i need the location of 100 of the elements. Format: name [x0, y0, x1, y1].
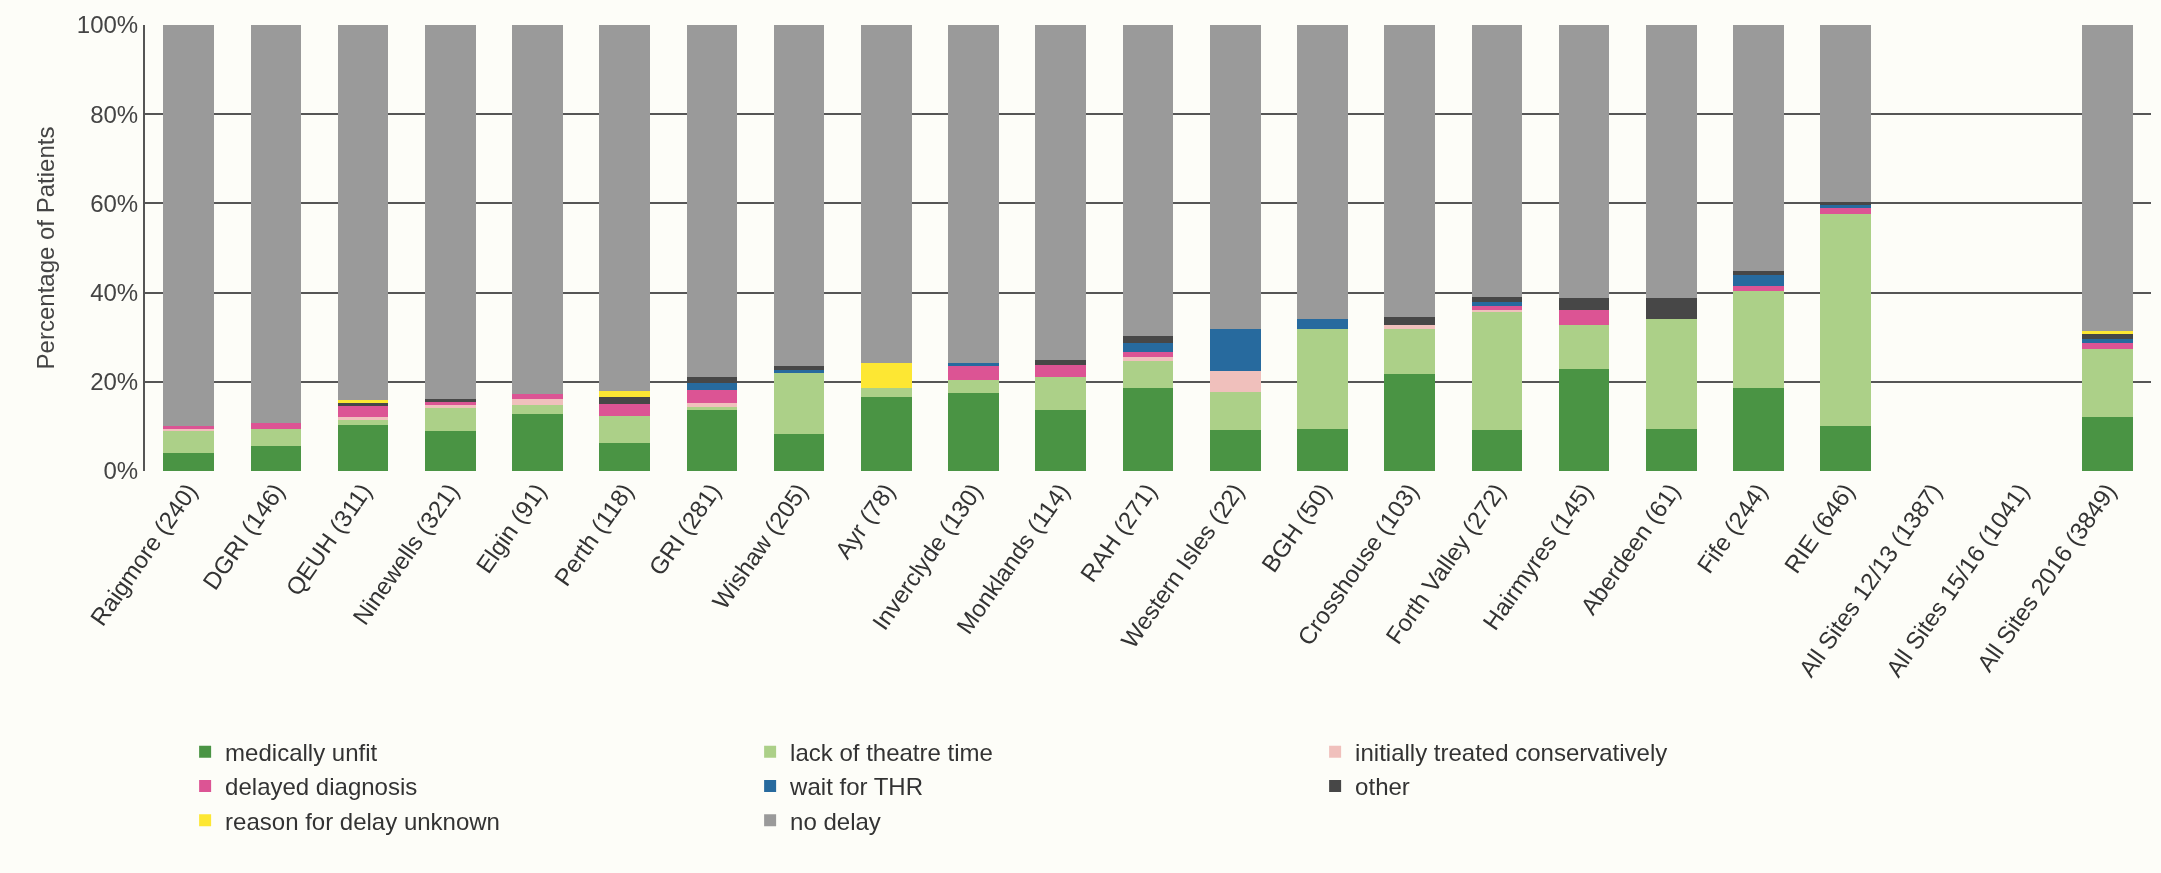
bar	[2082, 416, 2133, 471]
bar	[1820, 213, 1872, 426]
bar	[424, 404, 476, 409]
bar	[2082, 334, 2133, 339]
bar	[163, 430, 214, 454]
bar	[2082, 25, 2133, 332]
bar	[1558, 297, 1610, 310]
bar	[686, 403, 738, 408]
bar	[424, 430, 476, 471]
bar	[861, 388, 912, 397]
bar	[686, 25, 738, 377]
legend-label: delayed diagnosis	[225, 773, 418, 801]
bar	[337, 425, 389, 471]
legend-label: reason for delay unknown	[225, 807, 500, 835]
bar	[773, 370, 825, 374]
bar	[1297, 428, 1348, 471]
bar	[424, 408, 476, 431]
bar	[1646, 25, 1697, 298]
bar	[337, 419, 389, 426]
bar	[686, 382, 738, 390]
bar	[686, 409, 738, 471]
legend-label: initially treated conservatively	[1355, 739, 1668, 767]
bar	[1471, 312, 1523, 431]
bar	[599, 396, 650, 404]
legend-label: lack of theatre time	[790, 739, 993, 767]
bar	[1297, 318, 1348, 330]
bar	[2082, 343, 2133, 349]
bar	[1035, 376, 1087, 410]
bar	[948, 379, 999, 393]
bar	[1733, 388, 1784, 471]
bar	[1035, 25, 1087, 360]
bar	[163, 453, 214, 471]
bar	[948, 365, 999, 380]
bar	[2082, 338, 2133, 343]
y-tick-label: 60%	[90, 189, 139, 217]
bar	[1558, 325, 1610, 369]
bar	[337, 417, 389, 420]
y-tick-label: 40%	[90, 279, 139, 306]
bar	[773, 433, 825, 471]
bar	[337, 399, 389, 403]
bar	[1035, 409, 1087, 471]
bar	[512, 25, 563, 394]
bar	[1297, 329, 1348, 429]
bar	[337, 406, 389, 418]
bar	[1733, 25, 1784, 271]
bar	[1471, 25, 1523, 298]
bar	[1820, 25, 1872, 202]
bar	[424, 25, 476, 400]
bar	[337, 25, 389, 400]
y-tick-label: 0%	[103, 457, 139, 485]
bar	[1209, 370, 1261, 392]
bar	[1122, 25, 1174, 337]
bar	[1558, 368, 1610, 471]
legend-label: no delay	[790, 807, 881, 835]
bar	[1733, 290, 1784, 389]
bar	[1384, 329, 1435, 374]
bar	[1733, 275, 1784, 287]
bar	[250, 428, 302, 446]
bar	[686, 389, 738, 404]
bar	[1297, 25, 1348, 319]
bar	[1471, 305, 1523, 310]
bar	[599, 442, 650, 471]
bar	[1820, 207, 1872, 214]
bar	[250, 445, 302, 471]
bar	[1646, 319, 1697, 429]
bar	[250, 25, 302, 423]
bar	[861, 362, 912, 389]
bar	[512, 399, 563, 406]
bar	[1122, 361, 1174, 389]
bar	[1122, 388, 1174, 471]
bar	[1558, 309, 1610, 326]
bar	[1820, 205, 1872, 208]
bar	[1646, 297, 1697, 320]
bar	[1820, 425, 1872, 471]
bar	[1035, 359, 1087, 365]
bar	[512, 413, 563, 471]
bar	[948, 362, 999, 366]
bar	[1384, 317, 1435, 325]
bar	[1209, 430, 1261, 471]
bar	[861, 396, 912, 471]
bar	[773, 373, 825, 434]
legend-label: other	[1355, 773, 1410, 801]
bar	[1122, 336, 1174, 343]
bar	[599, 25, 650, 391]
bar	[1471, 430, 1523, 471]
bar	[163, 25, 214, 427]
bar	[1209, 391, 1261, 431]
y-tick-label: 20%	[90, 368, 139, 396]
bar	[1122, 342, 1174, 353]
x-tick-label: Ayr (78)	[829, 478, 901, 564]
bar	[1733, 270, 1784, 276]
bar	[2082, 348, 2133, 417]
bar	[1384, 25, 1435, 318]
bar	[686, 376, 738, 383]
bar	[599, 403, 650, 417]
y-tick-label: 100%	[76, 11, 139, 39]
bar	[1384, 324, 1435, 330]
bar	[948, 25, 999, 363]
legend-label: wait for THR	[789, 773, 924, 801]
bar	[1471, 302, 1523, 306]
